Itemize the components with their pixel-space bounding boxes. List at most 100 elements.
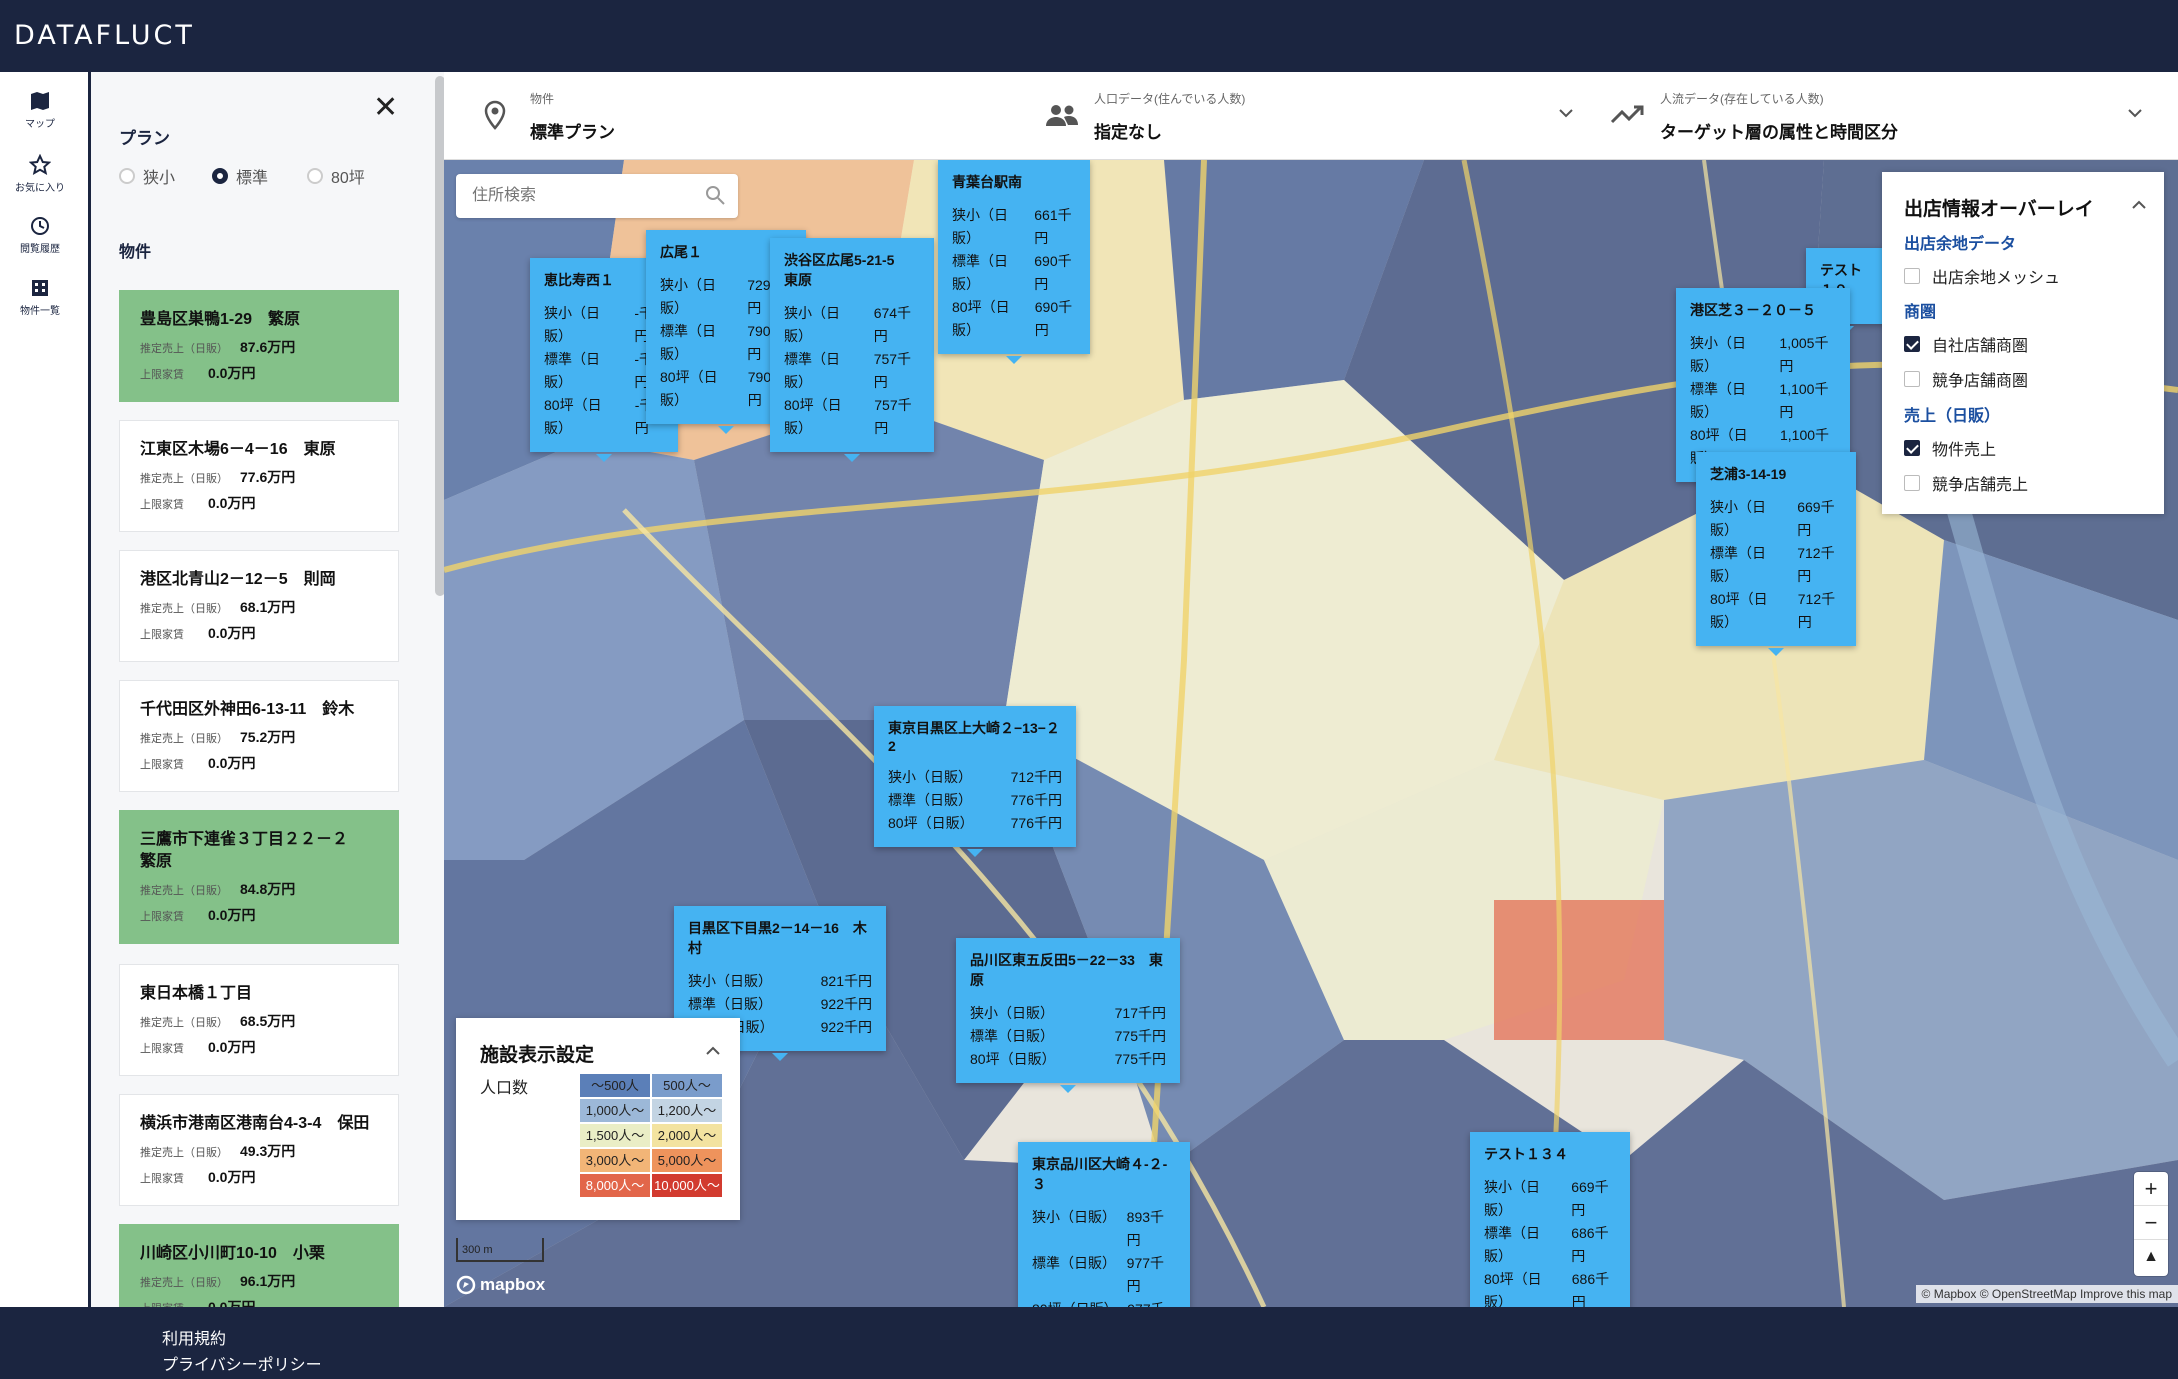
filter-property-value: 標準プラン	[530, 123, 615, 142]
legend-swatch: 10,000人〜	[652, 1174, 722, 1197]
popup-row-label: 狭小（日販）	[1690, 335, 1746, 374]
rent-cap-label: 上限家賃	[140, 499, 184, 511]
filter-property-label: 物件	[530, 92, 555, 106]
property-card[interactable]: 港区北青山2－12－5 則岡 推定売上（日販） 68.1万円 上限家賃 0.0万円	[119, 550, 399, 662]
popup-row-label: 狭小（日販）	[888, 769, 972, 785]
legend-swatch: 1,000人〜	[580, 1099, 650, 1122]
sidebar-scrollbar[interactable]	[435, 76, 444, 596]
popup-row-label: 標準（日販）	[688, 996, 772, 1012]
sales-popup[interactable]: 青葉台駅南 狭小（日販） 661千円 標準（日販） 690千円 80坪（日販） 690千円	[938, 160, 1090, 364]
checkbox-own-area[interactable]: 自社店舗商圏	[1904, 332, 2028, 356]
nav-property-list[interactable]: 物件一覧	[0, 277, 80, 317]
popup-title: 目黒区下目黒2－14－16 木村	[688, 920, 867, 956]
checkbox-competitor-area[interactable]: 競争店舗商圏	[1904, 367, 2028, 391]
close-icon[interactable]: ✕	[373, 91, 399, 124]
popup-title: 港区芝３－２０－５	[1690, 302, 1816, 318]
app-logo: DATAFLUCT	[14, 20, 195, 51]
nav-history[interactable]: 閲覧履歴	[0, 215, 80, 255]
rent-cap-label: 上限家賃	[140, 1173, 184, 1185]
map-canvas[interactable]: 恵比寿西１狭小（日販）-千円標準（日販）-千円80坪（日販）-千円広尾１狭小（日…	[444, 160, 2178, 1307]
rent-cap-value: 0.0万円	[208, 1169, 256, 1185]
map-attribution[interactable]: © Mapbox © OpenStreetMap Improve this ma…	[1915, 1285, 2178, 1303]
privacy-link[interactable]: プライバシーポリシー	[162, 1357, 322, 1374]
property-name: 江東区木場6－4－16 東原	[140, 441, 336, 458]
property-card[interactable]: 横浜市港南区港南台4-3-4 保田 推定売上（日販） 49.3万円 上限家賃 0.0万円	[119, 1094, 399, 1206]
sales-popup[interactable]: 東京目黒区上大崎２−13−２2 狭小（日販） 712千円 標準（日販） 776千円 80坪…	[874, 706, 1076, 857]
sales-popup[interactable]: 品川区東五反田5－22－33 東原 狭小（日販） 717千円 標準（日販） 775千円 8…	[956, 938, 1180, 1093]
popup-row-label: 80坪（日販）	[888, 815, 974, 831]
icon-nav: マップ お気に入り 閲覧履歴 物件一覧	[0, 72, 88, 1307]
terms-link[interactable]: 利用規約	[162, 1331, 227, 1348]
property-card[interactable]: 三鷹市下連雀３丁目２２－２ 繁原 推定売上（日販） 84.8万円 上限家賃 0.0万円	[119, 810, 399, 944]
nav-map[interactable]: マップ	[0, 90, 80, 130]
property-heading: 物件	[119, 244, 152, 261]
filter-population[interactable]: 人口データ(住んでいる人数) 指定なし	[1044, 72, 1584, 160]
legend-swatch: 2,000人〜	[652, 1124, 722, 1147]
popup-row-label: 80坪（日販）	[544, 397, 602, 436]
property-card[interactable]: 豊島区巣鴨1-29 繁原 推定売上（日販） 87.6万円 上限家賃 0.0万円	[119, 290, 399, 402]
nav-favorites-label: お気に入り	[15, 183, 65, 194]
plan-radio-small[interactable]: 狭小	[119, 164, 175, 188]
popup-row-label: 80坪（日販）	[1484, 1271, 1542, 1307]
property-name: 港区北青山2－12－5 則岡	[140, 571, 336, 588]
building-icon	[32, 280, 48, 296]
zoom-out-button[interactable]: −	[2134, 1206, 2168, 1240]
rent-cap-value: 0.0万円	[208, 495, 256, 511]
chevron-up-icon[interactable]	[706, 1046, 720, 1056]
filter-flow[interactable]: 人流データ(存在している人数) ターゲット層の属性と時間区分	[1610, 72, 2170, 160]
filter-population-value: 指定なし	[1094, 123, 1162, 142]
popup-row-value: 757千円	[874, 397, 912, 436]
address-search[interactable]	[456, 174, 738, 218]
property-card[interactable]: 千代田区外神田6-13-11 鈴木 推定売上（日販） 75.2万円 上限家賃 0.0万円	[119, 680, 399, 792]
popup-title: 広尾１	[660, 244, 702, 260]
checkbox-competitor-sales[interactable]: 競争店舗売上	[1904, 471, 2028, 495]
popup-row-value: 669千円	[1797, 499, 1835, 538]
checkbox-mesh[interactable]: 出店余地メッシュ	[1904, 264, 2060, 288]
property-name: 川崎区小川町10-10 小栗	[140, 1245, 325, 1262]
property-card[interactable]: 江東区木場6－4－16 東原 推定売上（日販） 77.6万円 上限家賃 0.0万円	[119, 420, 399, 532]
filter-property[interactable]: 物件 標準プラン	[444, 72, 1004, 160]
rent-cap-value: 0.0万円	[208, 755, 256, 771]
popup-row-label: 標準（日販）	[1690, 381, 1746, 420]
popup-row-value: 712千円	[1797, 545, 1835, 584]
sales-popup[interactable]: 目黒区下目黒2－14－16 木村狭小（日販）821千円標準（日販）922千円80…	[674, 906, 886, 1061]
checkbox-property-sales[interactable]: 物件売上	[1904, 436, 1996, 460]
population-label: 人口数	[480, 1080, 529, 1097]
plan-radio-standard-label: 標準	[236, 170, 269, 187]
popup-title: テスト１３４	[1484, 1146, 1568, 1162]
popup-row-value: 690千円	[1034, 299, 1073, 338]
sales-popup[interactable]: テスト１３４ 狭小（日販） 669千円 標準（日販） 686千円 80坪（日販） 686千円	[1470, 1132, 1630, 1307]
zoom-controls: + − ▲	[2134, 1172, 2168, 1276]
rent-cap-value: 0.0万円	[208, 1299, 256, 1307]
nav-property-list-label: 物件一覧	[20, 306, 60, 317]
popup-row-label: 80坪（日販）	[970, 1051, 1056, 1067]
chevron-up-icon[interactable]	[2132, 200, 2146, 210]
population-legend: 〜500人 500人〜 1,000人〜 1,200人〜 1,500人〜 2,000人〜 3,…	[580, 1074, 722, 1197]
est-sales-label: 推定売上（日販）	[140, 343, 228, 355]
property-card[interactable]: 東日本橋１丁目 推定売上（日販） 68.5万円 上限家賃 0.0万円	[119, 964, 399, 1076]
rent-cap-label: 上限家賃	[140, 759, 184, 771]
sales-popup[interactable]: 芝浦3-14-19 狭小（日販） 669千円 標準（日販） 712千円 80坪（日販） 71…	[1696, 452, 1856, 656]
search-icon[interactable]	[704, 184, 726, 206]
plan-radio-80tsubo[interactable]: 80坪	[307, 164, 365, 188]
popup-row-value: 1,005千円	[1779, 335, 1829, 374]
compass-button[interactable]: ▲	[2143, 1248, 2159, 1265]
est-sales-label: 推定売上（日販）	[140, 1277, 228, 1289]
checkbox-own-area-label: 自社店舗商圏	[1932, 338, 2029, 355]
nav-map-label: マップ	[25, 119, 55, 130]
popup-row-value: 977千円	[1126, 1255, 1165, 1294]
plan-radio-standard[interactable]: 標準	[212, 164, 268, 188]
rent-cap-label: 上限家賃	[140, 1043, 184, 1055]
popup-row-label: 80坪（日販）	[1710, 591, 1768, 630]
popup-row-label: 80坪（日販）	[1032, 1298, 1118, 1307]
address-search-input[interactable]	[456, 174, 686, 218]
zoom-in-button[interactable]: +	[2134, 1172, 2168, 1206]
popup-row-label: 狭小（日販）	[1032, 1209, 1116, 1225]
nav-favorites[interactable]: お気に入り	[0, 154, 80, 194]
popup-row-value: 717千円	[1114, 1005, 1166, 1021]
sales-popup[interactable]: 渋谷区広尾5-21-5 東原 狭小（日販） 674千円 標準（日販） 757千円 80坪（…	[770, 238, 934, 462]
store-overlay-panel: 出店情報オーバーレイ 出店余地データ 出店余地メッシュ 商圏 自社店舗商圏 競争…	[1882, 172, 2164, 514]
legend-swatch: 8,000人〜	[580, 1174, 650, 1197]
